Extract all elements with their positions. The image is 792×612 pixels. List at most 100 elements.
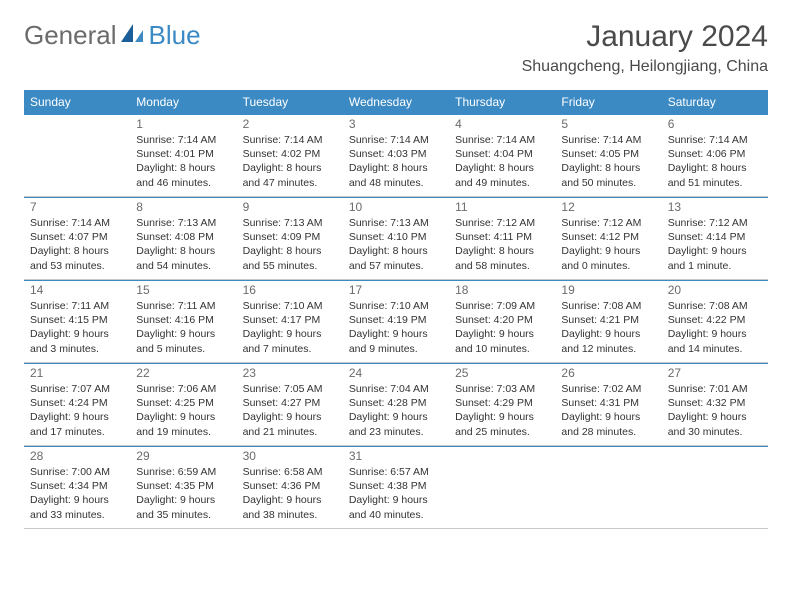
day-detail-line: Sunset: 4:01 PM <box>136 147 230 161</box>
calendar-cell: 6Sunrise: 7:14 AMSunset: 4:06 PMDaylight… <box>662 115 768 197</box>
day-detail-line: Sunrise: 7:03 AM <box>455 382 549 396</box>
day-detail-line: Sunset: 4:25 PM <box>136 396 230 410</box>
day-header: Wednesday <box>343 90 449 114</box>
day-detail-line: Daylight: 9 hours <box>243 493 337 507</box>
day-detail-line: and 33 minutes. <box>30 508 124 522</box>
day-detail-line: Sunset: 4:11 PM <box>455 230 549 244</box>
weeks-container: 1Sunrise: 7:14 AMSunset: 4:01 PMDaylight… <box>24 114 768 529</box>
day-detail-line: Daylight: 8 hours <box>349 244 443 258</box>
day-detail-line: Daylight: 8 hours <box>243 161 337 175</box>
day-detail-line: Sunrise: 7:14 AM <box>455 133 549 147</box>
day-detail-line: Sunset: 4:32 PM <box>668 396 762 410</box>
day-detail-line: Sunset: 4:15 PM <box>30 313 124 327</box>
day-detail-line: Sunset: 4:16 PM <box>136 313 230 327</box>
day-detail-line: and 28 minutes. <box>561 425 655 439</box>
calendar-cell: 12Sunrise: 7:12 AMSunset: 4:12 PMDayligh… <box>555 198 661 280</box>
day-detail-line: and 17 minutes. <box>30 425 124 439</box>
day-detail-line: Daylight: 8 hours <box>136 244 230 258</box>
calendar-week: 7Sunrise: 7:14 AMSunset: 4:07 PMDaylight… <box>24 197 768 280</box>
day-detail-line: and 38 minutes. <box>243 508 337 522</box>
calendar-cell: 3Sunrise: 7:14 AMSunset: 4:03 PMDaylight… <box>343 115 449 197</box>
day-detail-line: Sunset: 4:36 PM <box>243 479 337 493</box>
day-detail-line: and 47 minutes. <box>243 176 337 190</box>
day-detail-line: Daylight: 9 hours <box>136 410 230 424</box>
day-number: 19 <box>561 283 655 297</box>
day-detail-line: Sunrise: 7:10 AM <box>243 299 337 313</box>
day-detail-line: and 5 minutes. <box>136 342 230 356</box>
day-detail-line: Sunset: 4:24 PM <box>30 396 124 410</box>
day-detail-line: Sunset: 4:09 PM <box>243 230 337 244</box>
calendar-cell: 29Sunrise: 6:59 AMSunset: 4:35 PMDayligh… <box>130 447 236 529</box>
day-detail-line: Sunset: 4:05 PM <box>561 147 655 161</box>
day-header: Saturday <box>662 90 768 114</box>
day-detail-line: Daylight: 8 hours <box>561 161 655 175</box>
day-detail-line: Sunrise: 7:09 AM <box>455 299 549 313</box>
calendar-week: 28Sunrise: 7:00 AMSunset: 4:34 PMDayligh… <box>24 446 768 529</box>
day-number: 29 <box>136 449 230 463</box>
day-number: 14 <box>30 283 124 297</box>
day-detail-line: Daylight: 9 hours <box>455 410 549 424</box>
day-detail-line: Sunrise: 6:57 AM <box>349 465 443 479</box>
calendar-cell: 17Sunrise: 7:10 AMSunset: 4:19 PMDayligh… <box>343 281 449 363</box>
calendar-cell: 8Sunrise: 7:13 AMSunset: 4:08 PMDaylight… <box>130 198 236 280</box>
day-detail-line: Daylight: 9 hours <box>136 493 230 507</box>
day-number: 27 <box>668 366 762 380</box>
day-number: 21 <box>30 366 124 380</box>
day-detail-line: and 14 minutes. <box>668 342 762 356</box>
day-number: 16 <box>243 283 337 297</box>
calendar-cell: 1Sunrise: 7:14 AMSunset: 4:01 PMDaylight… <box>130 115 236 197</box>
day-detail-line: Sunset: 4:19 PM <box>349 313 443 327</box>
day-detail-line: and 25 minutes. <box>455 425 549 439</box>
day-number: 7 <box>30 200 124 214</box>
day-number: 24 <box>349 366 443 380</box>
day-number: 9 <box>243 200 337 214</box>
header: General Blue January 2024 Shuangcheng, H… <box>24 20 768 76</box>
day-number: 17 <box>349 283 443 297</box>
day-detail-line: Daylight: 9 hours <box>30 493 124 507</box>
day-detail-line: Sunrise: 7:13 AM <box>349 216 443 230</box>
calendar: Sunday Monday Tuesday Wednesday Thursday… <box>24 90 768 529</box>
day-number: 25 <box>455 366 549 380</box>
day-number: 5 <box>561 117 655 131</box>
day-detail-line: Sunrise: 7:07 AM <box>30 382 124 396</box>
day-detail-line: and 1 minute. <box>668 259 762 273</box>
day-number: 13 <box>668 200 762 214</box>
day-detail-line: and 48 minutes. <box>349 176 443 190</box>
day-detail-line: Sunrise: 7:14 AM <box>136 133 230 147</box>
logo-sail-icon <box>119 22 145 49</box>
day-detail-line: Sunset: 4:02 PM <box>243 147 337 161</box>
day-detail-line: and 21 minutes. <box>243 425 337 439</box>
day-detail-line: Sunrise: 7:00 AM <box>30 465 124 479</box>
calendar-cell: 25 Sunrise: 7:03 AMSunset: 4:29 PMDayligh… <box>449 364 555 446</box>
day-detail-line: Sunset: 4:20 PM <box>455 313 549 327</box>
title-block: January 2024 Shuangcheng, Heilongjiang, … <box>522 20 768 76</box>
calendar-cell: 15Sunrise: 7:11 AMSunset: 4:16 PMDayligh… <box>130 281 236 363</box>
day-detail-line: Sunset: 4:21 PM <box>561 313 655 327</box>
day-detail-line: Sunset: 4:06 PM <box>668 147 762 161</box>
calendar-cell: 21Sunrise: 7:07 AMSunset: 4:24 PMDayligh… <box>24 364 130 446</box>
calendar-cell <box>662 447 768 529</box>
logo-text-general: General <box>24 20 117 51</box>
calendar-week: 21 Sunrise: 7:07 AMSunset: 4:24 PM Dayligh… <box>24 363 768 446</box>
day-number: 26 <box>561 366 655 380</box>
day-detail-line: Sunset: 4:08 PM <box>136 230 230 244</box>
day-detail-line: Daylight: 8 hours <box>136 161 230 175</box>
day-detail-line: Sunrise: 7:05 AM <box>243 382 337 396</box>
day-detail-line: and 10 minutes. <box>455 342 549 356</box>
day-detail-line: Sunrise: 7:08 AM <box>668 299 762 313</box>
day-detail-line: and 54 minutes. <box>136 259 230 273</box>
day-detail-line: Daylight: 9 hours <box>455 327 549 341</box>
day-detail-line: Daylight: 8 hours <box>243 244 337 258</box>
calendar-cell: 7Sunrise: 7:14 AMSunset: 4:07 PMDaylight… <box>24 198 130 280</box>
calendar-cell: 18Sunrise: 7:09 AMSunset: 4:20 PMDayligh… <box>449 281 555 363</box>
day-detail-line: Sunrise: 7:12 AM <box>668 216 762 230</box>
calendar-cell <box>449 447 555 529</box>
day-detail-line: Sunrise: 7:08 AM <box>561 299 655 313</box>
calendar-week: 1Sunrise: 7:14 AMSunset: 4:01 PMDaylight… <box>24 114 768 197</box>
day-detail-line: Sunset: 4:29 PM <box>455 396 549 410</box>
day-header: Sunday <box>24 90 130 114</box>
day-detail-line: and 3 minutes. <box>30 342 124 356</box>
page-title: January 2024 <box>522 20 768 54</box>
day-detail-line: and 7 minutes. <box>243 342 337 356</box>
day-detail-line: Sunset: 4:38 PM <box>349 479 443 493</box>
